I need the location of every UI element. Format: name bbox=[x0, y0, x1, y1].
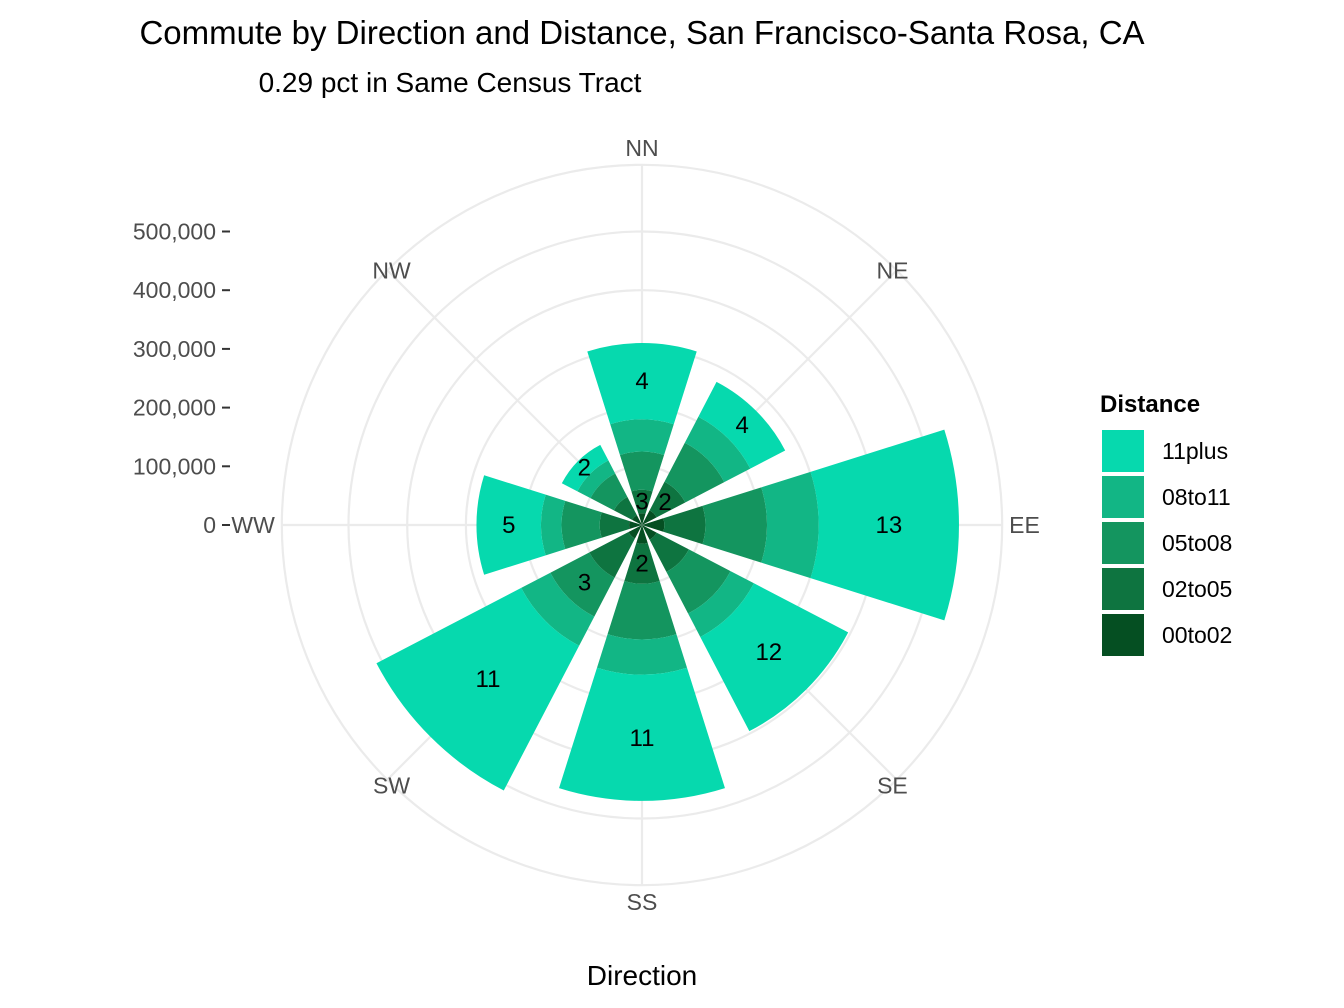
segment-label-nw-11plus: 2 bbox=[578, 454, 591, 481]
radial-tick-label-100000: 100,000 bbox=[133, 453, 216, 479]
legend-label-08to11: 08to11 bbox=[1162, 484, 1231, 510]
legend-swatch-08to11 bbox=[1102, 476, 1144, 518]
bar-ee-11plus bbox=[810, 429, 959, 621]
segment-label-ss-02to05: 2 bbox=[635, 551, 648, 578]
bar-ww-02to05 bbox=[599, 512, 630, 538]
bar-se-02to05 bbox=[649, 532, 689, 572]
direction-label-ww: WW bbox=[231, 512, 275, 538]
segment-label-nn-11plus: 4 bbox=[635, 368, 648, 395]
direction-label-sw: SW bbox=[373, 772, 410, 798]
bar-sw-08to11 bbox=[521, 572, 595, 646]
radial-tick-label-400000: 400,000 bbox=[133, 277, 216, 303]
bar-ee-00to02 bbox=[642, 518, 665, 532]
bar-ne-02to05 bbox=[649, 481, 686, 518]
bar-se-05to08 bbox=[666, 549, 731, 614]
bar-ne-08to11 bbox=[684, 416, 751, 483]
segment-label-ee-11plus: 13 bbox=[875, 512, 902, 539]
segment-label-nn-02to05: 3 bbox=[635, 489, 648, 516]
radial-tick-label-500000: 500,000 bbox=[133, 219, 216, 245]
bar-se-00to02 bbox=[642, 525, 657, 540]
legend-swatch-02to05 bbox=[1102, 568, 1144, 610]
segment-label-ww-11plus: 5 bbox=[502, 512, 515, 539]
bar-nn-02to05 bbox=[631, 489, 653, 514]
bar-ss-00to02 bbox=[636, 525, 648, 544]
legend-swatch-05to08 bbox=[1102, 522, 1144, 564]
bar-ss-02to05 bbox=[624, 542, 660, 584]
segment-label-ne-11plus: 4 bbox=[736, 412, 749, 439]
direction-label-nw: NW bbox=[372, 258, 411, 284]
bar-ee-02to05 bbox=[663, 505, 706, 545]
bar-ww-11plus bbox=[476, 475, 546, 575]
bar-se-08to11 bbox=[688, 571, 754, 637]
legend-label-05to08: 05to08 bbox=[1162, 530, 1232, 556]
bar-nw-08to11 bbox=[577, 460, 616, 499]
radial-tick-label-200000: 200,000 bbox=[133, 395, 216, 421]
bar-ne-11plus bbox=[698, 381, 786, 469]
legend-label-11plus: 11plus bbox=[1162, 438, 1228, 464]
direction-labels: NN NE EE SE SS SW WW NW bbox=[231, 135, 1039, 915]
segment-label-sw-05to08: 3 bbox=[578, 569, 591, 596]
direction-label-se: SE bbox=[877, 772, 908, 798]
bar-nn-00to02 bbox=[638, 513, 646, 525]
chart-title: Commute by Direction and Distance, San F… bbox=[139, 14, 1144, 51]
bar-ee-08to11 bbox=[761, 471, 819, 579]
legend: Distance 11plus 08to11 05to08 02to05 00to02 bbox=[1100, 391, 1232, 656]
radial-axis: 0 100,000 200,000 300,000 400,000 500,000 bbox=[133, 219, 230, 538]
x-axis-label: Direction bbox=[587, 960, 697, 991]
bar-segments bbox=[376, 343, 959, 801]
bar-ww-00to02 bbox=[629, 521, 642, 529]
segment-label-ne-02to05: 2 bbox=[658, 489, 671, 516]
bar-nn-11plus bbox=[587, 343, 697, 425]
direction-label-ee: EE bbox=[1009, 512, 1040, 538]
legend-label-00to02: 00to02 bbox=[1162, 622, 1232, 648]
segment-label-se-11plus: 12 bbox=[755, 639, 782, 666]
bar-nn-08to11 bbox=[610, 419, 674, 456]
bar-ww-05to08 bbox=[561, 500, 602, 550]
segment-label-ss-11plus: 11 bbox=[630, 725, 655, 752]
bar-ss-05to08 bbox=[607, 580, 677, 640]
legend-swatch-11plus bbox=[1102, 430, 1144, 472]
bar-sw-05to08 bbox=[550, 552, 615, 617]
bar-nn-05to08 bbox=[619, 451, 665, 492]
bar-sw-00to02 bbox=[628, 525, 642, 539]
direction-label-nn: NN bbox=[625, 135, 658, 161]
legend-title: Distance bbox=[1100, 391, 1200, 418]
chart-subtitle: 0.29 pct in Same Census Tract bbox=[259, 67, 642, 98]
bar-nw-11plus bbox=[561, 444, 609, 492]
legend-label-02to05: 02to05 bbox=[1162, 576, 1232, 602]
radial-tick-label-300000: 300,000 bbox=[133, 336, 216, 362]
direction-label-ss: SS bbox=[627, 889, 658, 915]
legend-swatch-00to02 bbox=[1102, 614, 1144, 656]
bar-se-11plus bbox=[700, 583, 849, 732]
bar-ss-08to11 bbox=[596, 634, 688, 675]
segment-labels: 4 3 4 2 13 12 11 2 11 3 5 2 bbox=[476, 368, 903, 752]
bar-nw-02to05 bbox=[613, 496, 637, 520]
bar-ww-08to11 bbox=[541, 494, 566, 556]
segment-label-sw-11plus: 11 bbox=[476, 666, 501, 693]
bar-nw-00to02 bbox=[632, 515, 642, 525]
bar-sw-11plus bbox=[376, 587, 580, 791]
bar-ne-05to08 bbox=[664, 442, 725, 503]
bar-ss-11plus bbox=[559, 667, 725, 801]
bar-nw-05to08 bbox=[590, 473, 628, 511]
bar-ne-00to02 bbox=[642, 510, 657, 525]
radial-tick-label-0: 0 bbox=[203, 512, 216, 538]
bar-ee-05to08 bbox=[702, 487, 768, 563]
bar-sw-02to05 bbox=[589, 532, 635, 578]
direction-label-ne: NE bbox=[876, 258, 908, 284]
